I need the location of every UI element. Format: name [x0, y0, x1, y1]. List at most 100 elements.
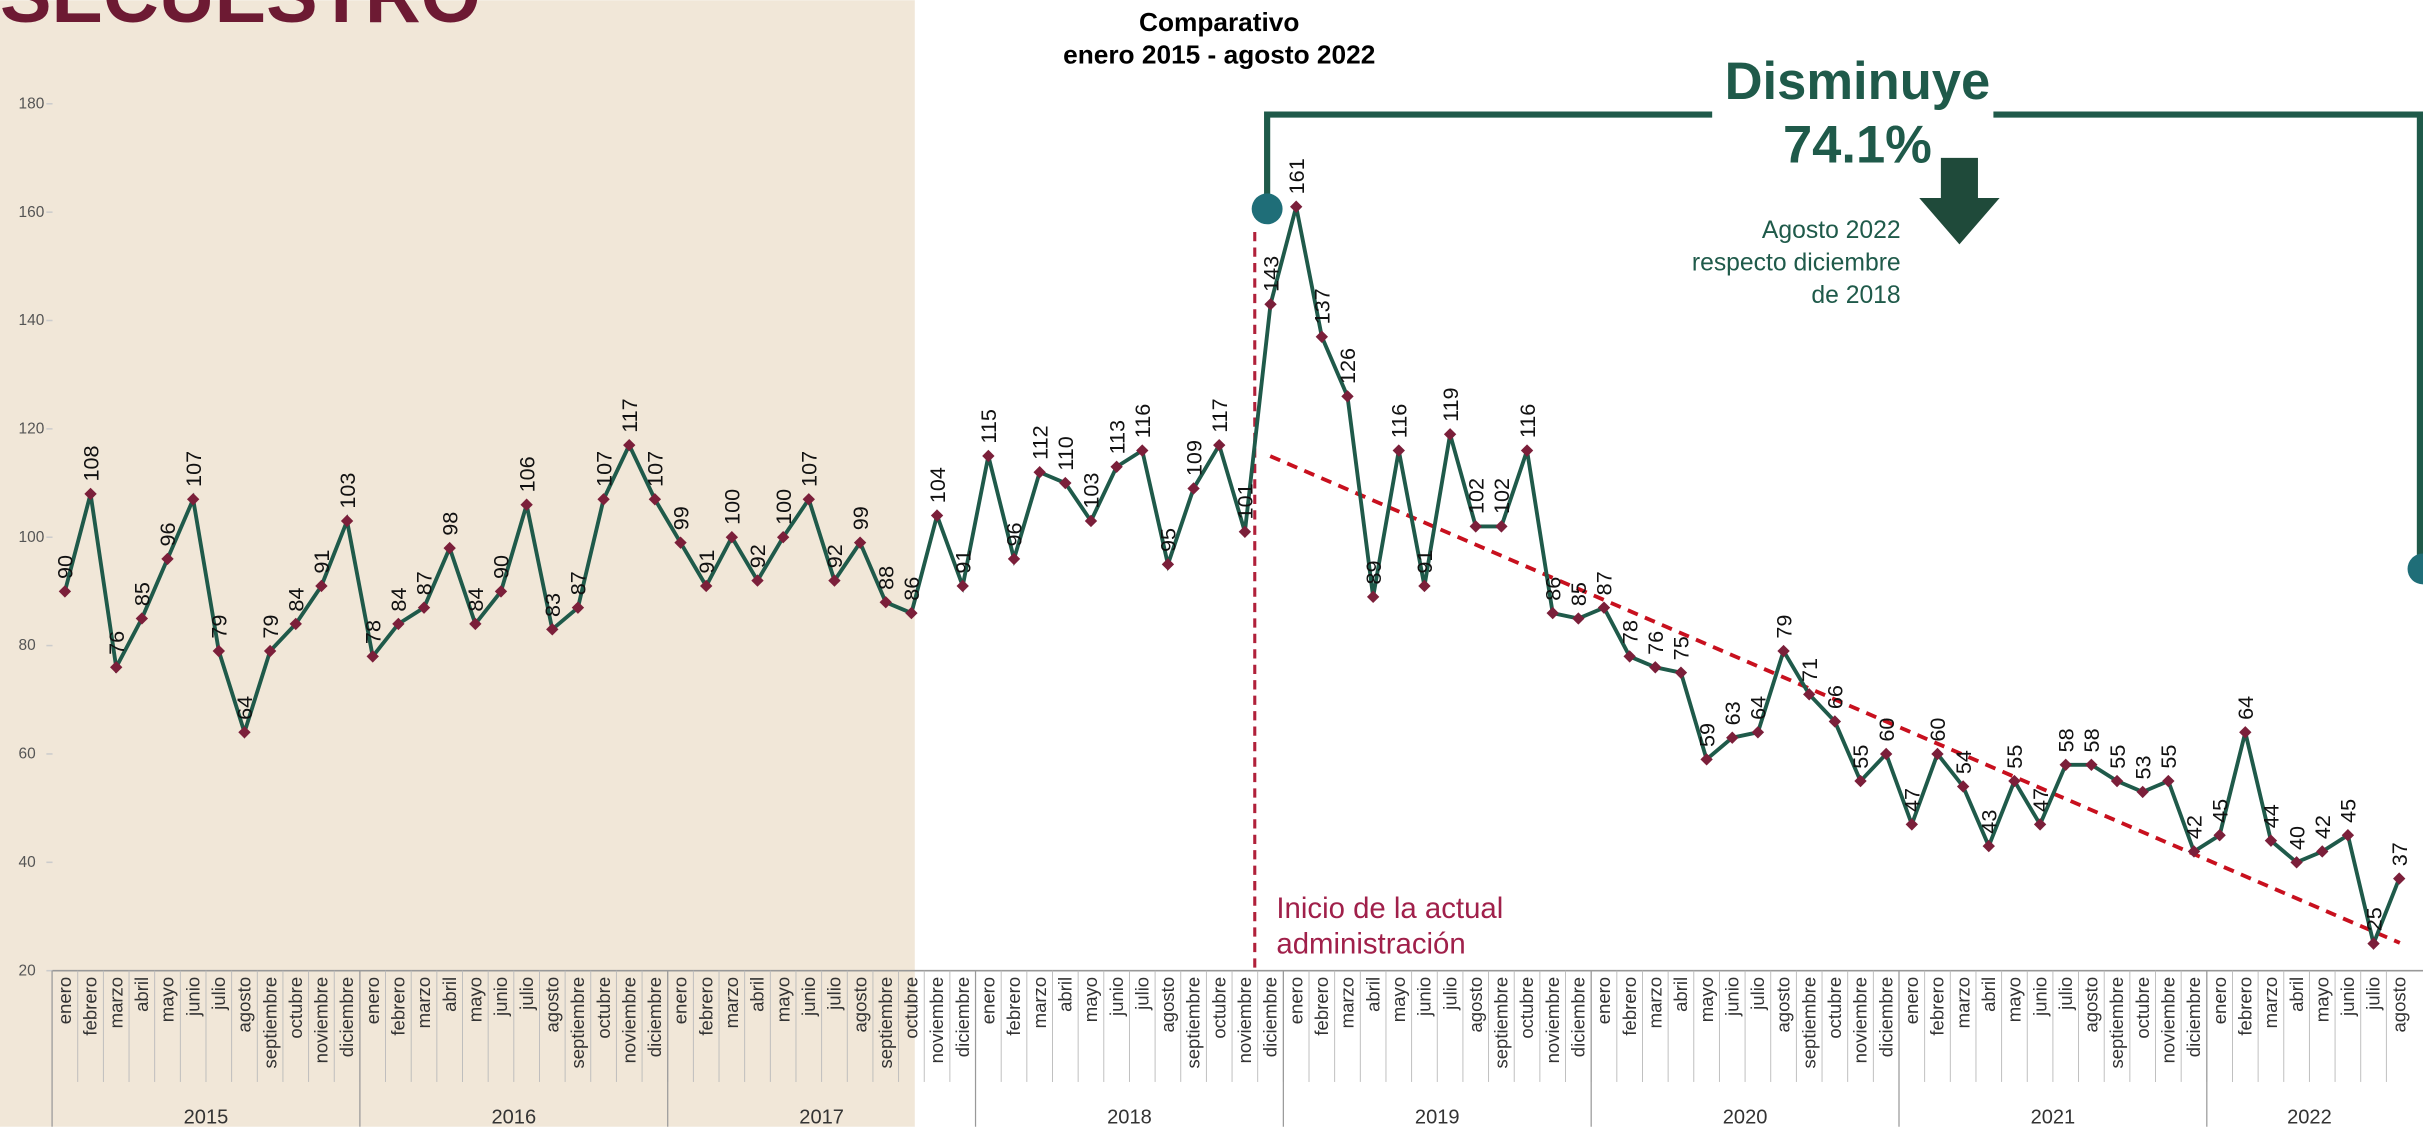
marker	[1726, 731, 1739, 744]
x-tick-label: junio	[1721, 977, 1742, 1017]
value-label: 45	[2207, 799, 2232, 823]
marker	[597, 493, 610, 506]
annotation-note: Agosto 2022	[1762, 217, 1901, 244]
value-label: 107	[643, 451, 668, 487]
marker	[2187, 845, 2201, 858]
marker	[2367, 937, 2380, 950]
x-tick-label: agosto	[2388, 977, 2409, 1033]
x-tick-label: abril	[1978, 977, 1999, 1012]
marker	[1392, 444, 1405, 457]
x-tick-label: febrero	[1003, 977, 1024, 1036]
x-tick-label: diciembre	[336, 977, 357, 1057]
x-tick-label: mayo	[2311, 977, 2332, 1022]
marker	[1597, 601, 1611, 614]
value-label: 107	[797, 451, 822, 487]
year-label: 2018	[1107, 1107, 1152, 1127]
x-tick-label: junio	[182, 977, 203, 1017]
x-tick-label: marzo	[105, 977, 126, 1029]
marker	[1059, 476, 1072, 490]
x-tick-label: junio	[2029, 977, 2050, 1017]
marker	[1366, 590, 1380, 604]
y-tick-label: 180	[19, 95, 45, 112]
value-label: 55	[1848, 745, 1873, 769]
year-label: 2022	[2287, 1107, 2332, 1127]
y-tick-label: 140	[19, 312, 45, 329]
marker	[2162, 774, 2175, 788]
x-tick-label: febrero	[695, 977, 716, 1036]
marker	[1495, 520, 1508, 533]
x-tick-label: marzo	[2260, 977, 2281, 1029]
x-tick-label: julio	[516, 977, 537, 1011]
marker	[1777, 644, 1790, 658]
value-label: 71	[1797, 658, 1822, 682]
y-tick-label: 160	[19, 204, 45, 221]
x-tick-label: abril	[1362, 977, 1383, 1012]
value-label: 126	[1335, 348, 1360, 384]
value-label: 102	[1489, 478, 1514, 514]
marker	[2033, 818, 2047, 831]
value-label: 25	[2361, 907, 2386, 931]
value-label: 143	[1258, 256, 1283, 292]
trend-line	[1269, 454, 2401, 945]
x-tick-label: junio	[2337, 977, 2358, 1017]
value-label: 84	[463, 587, 488, 611]
value-label: 64	[2233, 696, 2258, 720]
value-label: 107	[591, 451, 616, 487]
marker	[1674, 666, 1688, 679]
marker	[392, 617, 405, 631]
x-tick-label: mayo	[772, 977, 793, 1022]
marker	[1520, 444, 1534, 457]
marker	[828, 574, 841, 587]
marker	[905, 606, 918, 620]
value-label: 106	[514, 456, 539, 492]
marker	[1136, 444, 1149, 457]
x-tick-label: julio	[1439, 977, 1460, 1011]
annotation-note: respecto diciembre	[1692, 250, 1901, 277]
marker	[2290, 856, 2303, 869]
value-label: 91	[1412, 550, 1437, 574]
value-label: 116	[1515, 404, 1540, 438]
data-line	[63, 206, 2401, 951]
marker	[2316, 845, 2329, 858]
x-tick-label: julio	[208, 977, 229, 1011]
marker	[2213, 829, 2226, 842]
marker	[2136, 785, 2149, 799]
marker	[1315, 330, 1329, 343]
x-tick-label: abril	[1054, 977, 1075, 1012]
x-tick-label: enero	[1593, 977, 1614, 1024]
marker	[2110, 774, 2124, 788]
value-label: 42	[2182, 815, 2207, 839]
marker	[571, 601, 585, 614]
x-tick-label: diciembre	[1875, 977, 1896, 1057]
value-label: 86	[899, 577, 924, 601]
value-label: 79	[1771, 615, 1796, 639]
x-tick-label: mayo	[157, 977, 178, 1022]
marker	[161, 552, 174, 566]
marker	[443, 541, 456, 555]
x-tick-label: octubre	[285, 977, 306, 1039]
y-tick-label: 60	[19, 746, 36, 763]
x-tick-label: mayo	[1696, 977, 1717, 1022]
x-tick-label: marzo	[413, 977, 434, 1029]
marker	[1290, 200, 1303, 213]
value-label: 100	[771, 489, 796, 525]
marker	[648, 493, 662, 506]
x-tick-label: febrero	[388, 977, 409, 1036]
value-label: 55	[2156, 745, 2181, 769]
marker	[1572, 612, 1585, 625]
value-label: 44	[2259, 804, 2284, 828]
marker	[2264, 834, 2278, 847]
x-tick-label: septiembre	[567, 977, 588, 1069]
value-label: 45	[2336, 799, 2361, 823]
x-tick-label: marzo	[1644, 977, 1665, 1029]
marker	[725, 531, 739, 544]
value-label: 55	[2105, 745, 2130, 769]
year-label: 2016	[491, 1107, 536, 1127]
value-label: 95	[1156, 528, 1181, 552]
marker	[1546, 606, 1559, 620]
value-label: 119	[1438, 387, 1463, 421]
year-label: 2021	[2031, 1107, 2076, 1127]
x-tick-label: agosto	[849, 977, 870, 1033]
value-label: 63	[1720, 701, 1745, 725]
